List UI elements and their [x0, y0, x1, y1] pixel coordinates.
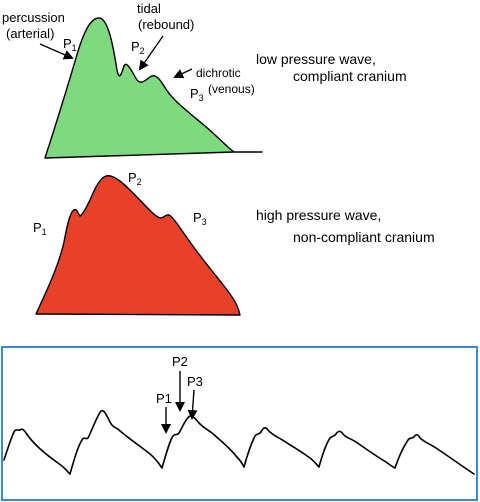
tidal-arrow [138, 35, 164, 71]
dichrotic-label-line2: (venous) [208, 82, 255, 96]
tidal-label-line1: tidal [137, 1, 161, 16]
low-pressure-waveform-area [44, 17, 263, 159]
p3-label-middle: P3 [193, 210, 207, 227]
p1-label-middle: P1 [33, 220, 47, 237]
high-pressure-caption-line1: high pressure wave, [256, 207, 381, 223]
high-pressure-waveform-area [35, 175, 241, 316]
icp-trace-panel-border [1, 346, 478, 501]
low-pressure-caption-line1: low pressure wave, [256, 51, 376, 67]
p2-label-top: P2 [131, 39, 145, 56]
p3-label-bottom: P3 [187, 374, 203, 389]
p2-label-middle: P2 [128, 170, 142, 187]
p1-label-bottom: P1 [156, 391, 172, 406]
low-pressure-waveform: percussion (arterial) P1 tidal (rebound)… [2, 1, 407, 159]
percussion-label-line2: (arterial) [6, 26, 54, 41]
high-pressure-caption-line2: non-compliant cranium [293, 229, 435, 245]
tidal-label-line2: (rebound) [138, 17, 194, 32]
dichrotic-arrow [173, 68, 193, 79]
p3-arrow-bottom [187, 389, 198, 420]
p3-label-top: P3 [190, 86, 204, 103]
low-pressure-baseline [44, 151, 235, 159]
icp-trace-line [3, 409, 475, 475]
p1-label-top: P1 [63, 36, 77, 53]
low-pressure-caption-line2: compliant cranium [293, 68, 407, 84]
percussion-label-line1: percussion [2, 10, 65, 25]
p2-label-bottom: P2 [172, 354, 188, 369]
dichrotic-label-line1: dichrotic [196, 66, 241, 80]
percussion-arrow [39, 43, 74, 60]
high-pressure-waveform: P1 P2 P3 high pressure wave, non-complia… [33, 170, 435, 316]
icp-trace-panel: P2 P3 P1 [1, 346, 478, 501]
